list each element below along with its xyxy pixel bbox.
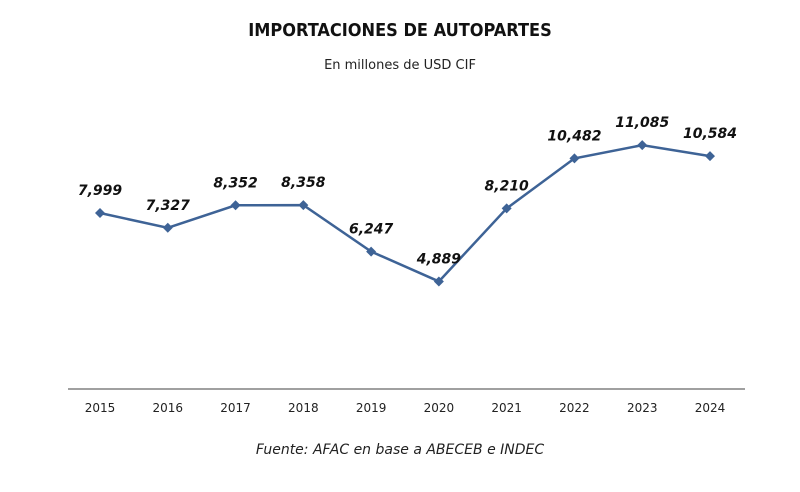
data-label: 8,358 [281, 175, 326, 191]
x-tick-label: 2022 [559, 401, 590, 415]
data-label: 8,352 [213, 175, 257, 191]
series-line [99, 143, 711, 283]
data-label: 11,085 [615, 115, 669, 131]
chart-title: IMPORTACIONES DE AUTOPARTES [248, 20, 552, 41]
x-tick-label: 2019 [356, 401, 387, 415]
x-tick-label: 2024 [695, 401, 726, 415]
data-label: 10,584 [683, 126, 737, 142]
data-label: 8,210 [485, 178, 530, 194]
chart-source: Fuente: AFAC en base a ABECEB e INDEC [255, 442, 545, 458]
data-point [95, 208, 105, 219]
data-point [162, 222, 173, 233]
data-point [298, 200, 309, 211]
data-point [705, 151, 715, 162]
data-point [569, 153, 580, 164]
data-label: 4,889 [416, 251, 462, 267]
x-tick-label: 2015 [85, 401, 116, 415]
x-tick-label: 2016 [153, 401, 184, 415]
chart-subtitle: En millones de USD CIF [324, 58, 476, 73]
data-point [230, 200, 241, 211]
data-point [433, 276, 444, 287]
x-tick-label: 2017 [220, 401, 251, 415]
x-tick-label: 2020 [424, 401, 455, 415]
x-tick-label: 2021 [491, 401, 522, 415]
data-label: 7,327 [146, 198, 191, 214]
data-label: 7,999 [78, 183, 123, 199]
data-label: 6,247 [349, 222, 394, 238]
data-label: 10,482 [547, 128, 601, 144]
data-point [366, 246, 377, 257]
data-point [501, 203, 512, 214]
data-point [637, 140, 648, 151]
x-tick-label: 2018 [288, 401, 319, 415]
x-tick-label: 2023 [627, 401, 658, 415]
